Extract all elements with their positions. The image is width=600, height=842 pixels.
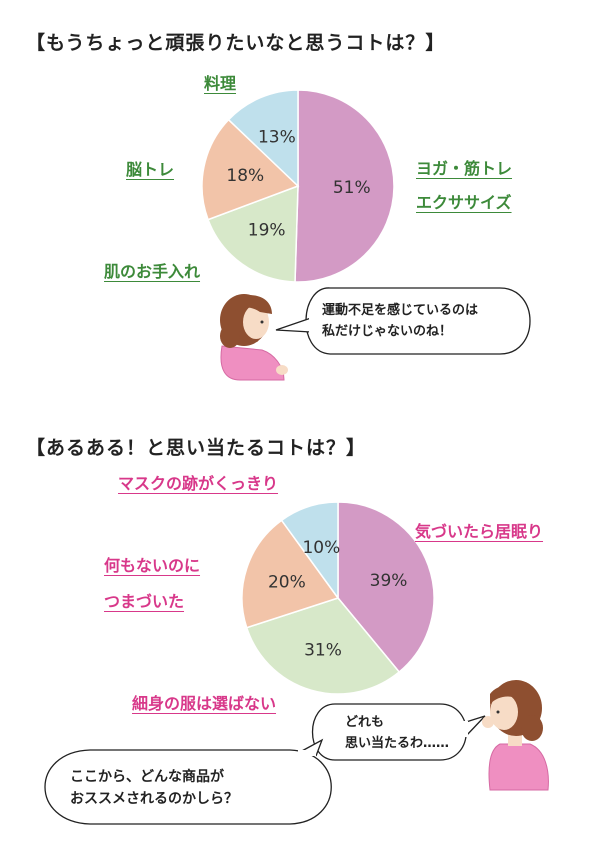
chart-2-value-label-2: 20%: [268, 572, 306, 592]
speech-bubble-right: [312, 703, 486, 761]
chart-2-slice-3: [280, 501, 339, 601]
chart-1-value-label-2: 18%: [226, 166, 264, 186]
speech-bubble-right-text: どれも 思い当たるわ……: [345, 715, 450, 751]
chart-1-label-cooking: 料理: [204, 74, 237, 93]
chart-2-title: 【あるある！と思い当たるコトは？】: [26, 437, 367, 459]
speech-bubble-bottom: [44, 738, 332, 825]
chart-2-value-label-3: 10%: [302, 538, 340, 558]
speech-bubble-top: [275, 287, 531, 355]
pie-chart-1: 51% 19% 18% 13%: [201, 89, 395, 283]
chart-2-label-mask-marks: マスクの跡がくっきり: [118, 474, 279, 493]
chart-1-value-label-1: 19%: [248, 221, 286, 241]
chart-2-slice-2: [241, 519, 340, 629]
chart-2-slice-0: [337, 501, 435, 674]
chart-2-label-dozing: 気づいたら居眠り: [415, 522, 544, 541]
woman-illustration-2: [482, 680, 549, 791]
chart-1-title: 【もうちょっと頑張りたいなと思うコトは？】: [26, 32, 446, 54]
chart-1-slice-3: [227, 89, 299, 188]
woman-illustration-1: [220, 294, 288, 381]
chart-1-slice-1: [207, 184, 299, 283]
chart-1-slice-0: [294, 89, 395, 283]
chart-1-value-label-0: 51%: [333, 178, 371, 198]
speech-bubble-bottom-text: ここから、どんな商品が おススメされるのかしら？: [70, 769, 238, 807]
chart-1-label-yoga: ヨガ・筋トレ エクササイズ: [416, 159, 513, 212]
chart-1-label-brain-training: 脳トレ: [126, 160, 175, 179]
chart-1-value-label-3: 13%: [258, 128, 296, 148]
chart-2-label-slim-clothes: 細身の服は選ばない: [132, 694, 277, 713]
chart-2-slice-1: [245, 597, 401, 695]
chart-2-value-label-0: 39%: [370, 571, 408, 591]
chart-1-slice-2: [201, 118, 300, 221]
pie-chart-2: 39% 31% 20% 10%: [241, 501, 435, 695]
chart-1-label-skincare: 肌のお手入れ: [104, 262, 201, 281]
speech-bubble-top-text: 運動不足を感じているのは 私だけじゃないのね！: [322, 303, 479, 339]
chart-2-value-label-1: 31%: [304, 641, 342, 661]
chart-2-label-tripped: 何もないのに つまづいた: [104, 556, 201, 611]
